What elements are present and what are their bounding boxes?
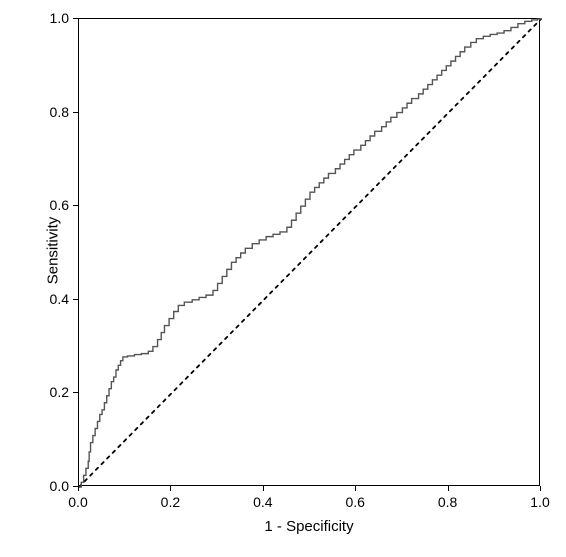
x-tick	[263, 486, 264, 491]
x-tick	[78, 486, 79, 491]
y-tick-label: 0.4	[39, 291, 69, 307]
x-tick-label: 0.6	[345, 494, 364, 510]
y-tick-label: 0.2	[39, 384, 69, 400]
x-axis-label: 1 - Specificity	[249, 518, 369, 535]
y-tick	[73, 112, 78, 113]
curve-layer	[79, 19, 541, 487]
x-tick	[170, 486, 171, 491]
y-tick-label: 0.0	[39, 478, 69, 494]
x-tick	[355, 486, 356, 491]
roc-chart: Sensitivity 1 - Specificity 0.0 0.2 0.4 0.6…	[0, 0, 566, 557]
y-tick	[73, 18, 78, 19]
y-tick-label: 0.8	[39, 104, 69, 120]
x-tick	[540, 486, 541, 491]
y-axis-label: Sensitivity	[45, 206, 62, 296]
y-tick	[73, 392, 78, 393]
y-tick	[73, 299, 78, 300]
y-tick-label: 0.6	[39, 197, 69, 213]
x-tick-label: 0.2	[161, 494, 180, 510]
y-tick-label: 1.0	[39, 10, 69, 26]
x-tick-label: 0.4	[253, 494, 272, 510]
x-tick	[448, 486, 449, 491]
y-tick	[73, 205, 78, 206]
reference-diagonal	[79, 19, 541, 487]
x-tick-label: 0.0	[68, 494, 87, 510]
y-tick	[73, 486, 78, 487]
plot-area	[78, 18, 540, 486]
x-tick-label: 1.0	[530, 494, 549, 510]
x-tick-label: 0.8	[438, 494, 457, 510]
